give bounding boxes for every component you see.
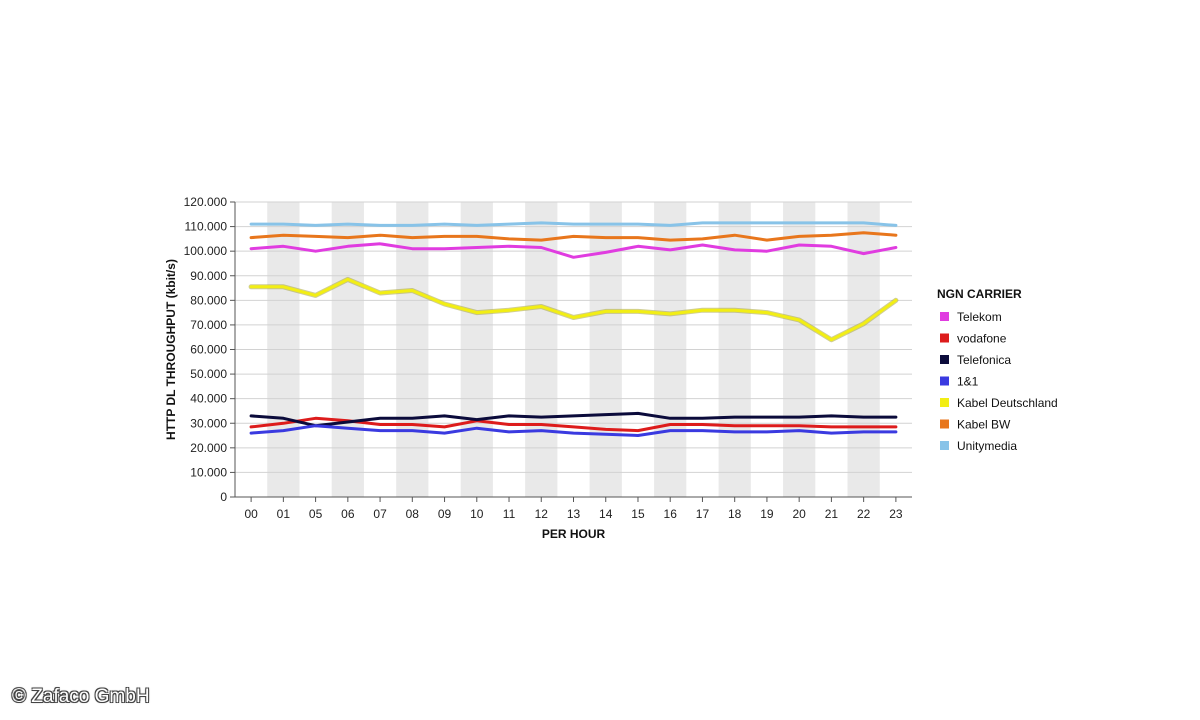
x-tick-label: 12	[535, 507, 549, 521]
copyright-notice: © Zafaco GmbH	[12, 686, 150, 707]
y-tick-label: 50.000	[190, 367, 227, 381]
x-tick-label: 15	[631, 507, 645, 521]
x-tick-label: 22	[857, 507, 871, 521]
x-tick-label: 09	[438, 507, 452, 521]
y-tick-label: 70.000	[190, 318, 227, 332]
x-axis-title: PER HOUR	[542, 527, 606, 541]
x-tick-label: 06	[341, 507, 355, 521]
y-tick-labels: 0 10.000 20.000 30.000 40.000 50.000 60.000 70.…	[184, 195, 228, 504]
legend-label-telefonica: Telefonica	[957, 353, 1011, 367]
legend-label-unitymedia: Unitymedia	[957, 439, 1017, 453]
legend: NGN CARRIER Telekom vodafone Telefonica 1&1…	[937, 287, 1058, 453]
legend-label-kabel-bw: Kabel BW	[957, 418, 1011, 432]
x-tick-label: 14	[599, 507, 613, 521]
y-tick-label: 80.000	[190, 293, 227, 307]
y-tick-label: 40.000	[190, 392, 227, 406]
x-tick-label: 17	[696, 507, 710, 521]
x-tick-labels: 00 01 05 06 07 08 09 10 11 12 13 14 15 16 17 18 19 20 21 22…	[244, 497, 903, 521]
y-tick-label: 30.000	[190, 416, 227, 430]
legend-swatch-unitymedia	[940, 441, 949, 450]
legend-label-1-1: 1&1	[957, 375, 979, 389]
series-line-1-1	[249, 424, 898, 437]
x-tick-label: 19	[760, 507, 774, 521]
x-tick-label: 20	[792, 507, 806, 521]
legend-label-vodafone: vodafone	[957, 332, 1007, 346]
y-tick-label: 20.000	[190, 441, 227, 455]
y-axis-title: HTTP DL THROUGHPUT (kbit/s)	[164, 259, 178, 440]
x-tick-label: 08	[406, 507, 420, 521]
y-tick-label: 110.000	[185, 220, 228, 234]
series-line-unitymedia	[249, 221, 898, 227]
legend-swatch-kabel-deutschland	[940, 398, 949, 407]
series-lines	[248, 221, 899, 437]
legend-label-telekom: Telekom	[957, 310, 1002, 324]
y-tick-label: 100.000	[184, 244, 228, 258]
x-tick-label: 00	[244, 507, 258, 521]
series-line-kabel-bw	[249, 231, 898, 242]
legend-swatch-telekom	[940, 312, 949, 321]
series-line-kabel-deutschland	[249, 277, 898, 342]
series-line-telekom	[249, 242, 898, 259]
x-tick-label: 11	[503, 507, 516, 521]
x-tick-label: 18	[728, 507, 742, 521]
legend-swatch-kabel-bw	[940, 419, 949, 429]
legend-label-kabel-deutschland: Kabel Deutschland	[957, 396, 1058, 410]
legend-swatch-telefonica	[940, 355, 949, 364]
y-tick-label: 120.000	[184, 195, 228, 209]
legend-swatch-1-1	[940, 376, 949, 386]
y-tick-label: 10.000	[190, 465, 227, 479]
legend-title: NGN CARRIER	[937, 287, 1022, 301]
x-tick-label: 13	[567, 507, 581, 521]
x-tick-label: 05	[309, 507, 323, 521]
y-tick-label: 0	[220, 490, 227, 504]
x-tick-label: 23	[889, 507, 903, 521]
x-tick-label: 07	[373, 507, 387, 521]
series-line-telefonica	[249, 411, 898, 428]
x-tick-label: 10	[470, 507, 484, 521]
x-tick-label: 16	[664, 507, 678, 521]
x-tick-label: 21	[825, 507, 839, 521]
legend-swatch-vodafone	[940, 333, 949, 343]
y-tick-label: 60.000	[190, 343, 227, 357]
x-tick-label: 01	[277, 507, 291, 521]
y-tick-label: 90.000	[190, 269, 227, 283]
